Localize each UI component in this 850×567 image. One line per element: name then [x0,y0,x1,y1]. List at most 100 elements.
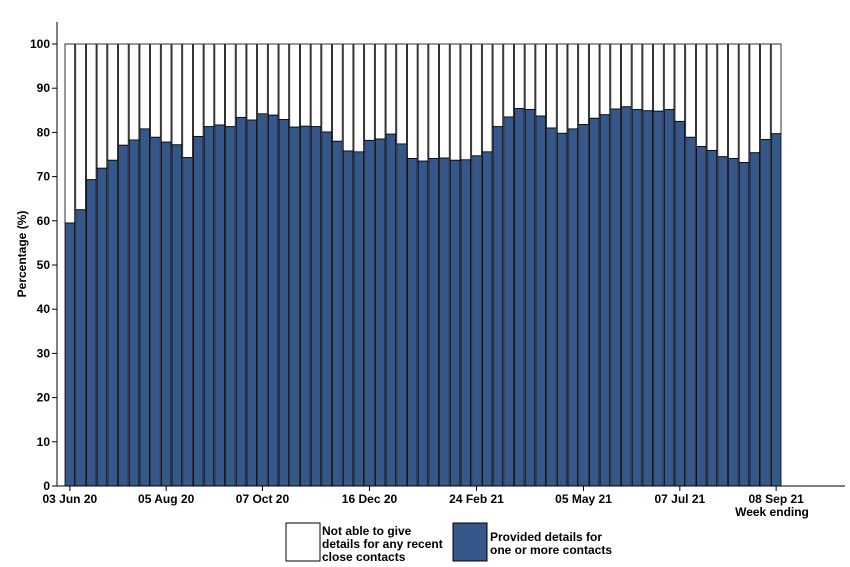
x-axis-title: Week ending [735,505,809,519]
bar-provided [588,117,600,487]
bar-not-able [246,43,258,121]
x-tick-label: 08 Sep 21 [748,492,804,506]
bar-provided [695,146,707,487]
bar-not-able [257,43,268,115]
bar-not-able [610,43,621,110]
bar-not-able [631,43,643,110]
bar-provided [139,128,151,487]
bar-not-able [546,43,557,129]
bar-provided [128,139,140,487]
legend-label-not-able-line-1: Not able to give [322,524,412,538]
bar-not-able [364,43,375,141]
bar-not-able [203,43,215,128]
bar-not-able [599,43,611,116]
bar-not-able [738,43,750,163]
bar-provided [706,150,718,487]
bar-not-able [749,43,760,154]
bar-provided [342,150,354,487]
bar-not-able [706,43,718,151]
bar-provided [546,127,557,487]
bar-provided [407,158,418,487]
bar-provided [514,108,525,487]
bar-not-able [214,43,225,126]
bar-provided [364,139,375,487]
bar-provided [374,138,386,487]
bar-provided [182,157,193,487]
bar-not-able [685,43,696,138]
y-tick-label: 30 [37,346,51,360]
bar-not-able [417,43,429,162]
bar-not-able [300,43,311,127]
y-tick-label: 100 [30,37,50,51]
bar-provided [160,141,172,487]
x-tick-label: 07 Jul 21 [654,492,705,506]
bar-not-able [139,43,151,130]
y-tick-label: 60 [37,214,51,228]
y-tick-label: 40 [37,302,51,316]
bar-provided [257,113,268,487]
bar-not-able [535,43,546,117]
bar-not-able [267,43,279,116]
bar-not-able [289,43,300,128]
bar-not-able [160,43,172,143]
y-tick-label: 20 [37,391,51,405]
bar-provided [556,132,568,487]
bar-not-able [503,43,514,118]
bar-provided [118,144,129,487]
bar-provided [396,143,407,487]
x-tick-label: 24 Feb 21 [449,492,504,506]
x-tick-label: 07 Oct 20 [236,492,290,506]
bar-provided [439,157,450,487]
bar-provided [503,116,514,487]
bar-not-able [439,43,450,159]
bar-provided [653,110,664,487]
bar-not-able [449,43,461,161]
bar-provided [107,159,118,487]
bar-not-able [621,43,632,108]
legend-label-provided-line-2: one or more contacts [490,543,612,557]
bar-provided [663,109,675,487]
bar-provided [599,114,611,487]
y-tick-label: 90 [37,81,51,95]
bar-not-able [118,43,129,146]
bar-not-able [86,43,97,181]
bar-provided [203,126,215,487]
bar-not-able [695,43,707,147]
bar-provided [310,126,322,487]
bar-not-able [524,43,536,110]
bar-provided [449,159,461,487]
bar-provided [193,135,204,487]
bar-provided [278,119,290,487]
bar-not-able [150,43,161,138]
bar-provided [674,120,686,487]
legend-label-provided-line-1: Provided details for [490,530,602,544]
bar-provided [578,124,589,487]
bar-provided [610,108,621,487]
x-tick-label: 05 Aug 20 [138,492,195,506]
bar-provided [471,155,482,487]
bar-not-able [728,43,739,159]
bar-not-able [663,43,675,110]
bar-not-able [653,43,664,112]
bar-provided [428,158,439,487]
bar-provided [75,209,86,487]
bar-not-able [225,43,236,128]
bars-layer [64,43,782,487]
bar-not-able [128,43,140,141]
bar-provided [717,156,728,487]
legend: Not able to give details for any recent … [285,522,612,564]
y-tick-label: 80 [37,125,51,139]
x-axis-ticks: 03 Jun 20 05 Aug 20 07 Oct 20 16 Dec 20 24 F… [42,486,804,506]
legend-swatch-provided [452,522,488,562]
bar-provided [492,126,504,487]
legend-label-not-able-line-2: details for any recent [322,537,443,551]
bar-provided [267,114,279,487]
bar-provided [353,151,365,487]
bar-provided [96,167,108,487]
y-tick-label: 50 [37,258,51,272]
bar-not-able [96,43,108,169]
bar-not-able [278,43,290,120]
bar-provided [214,124,225,487]
bar-not-able [107,43,118,161]
